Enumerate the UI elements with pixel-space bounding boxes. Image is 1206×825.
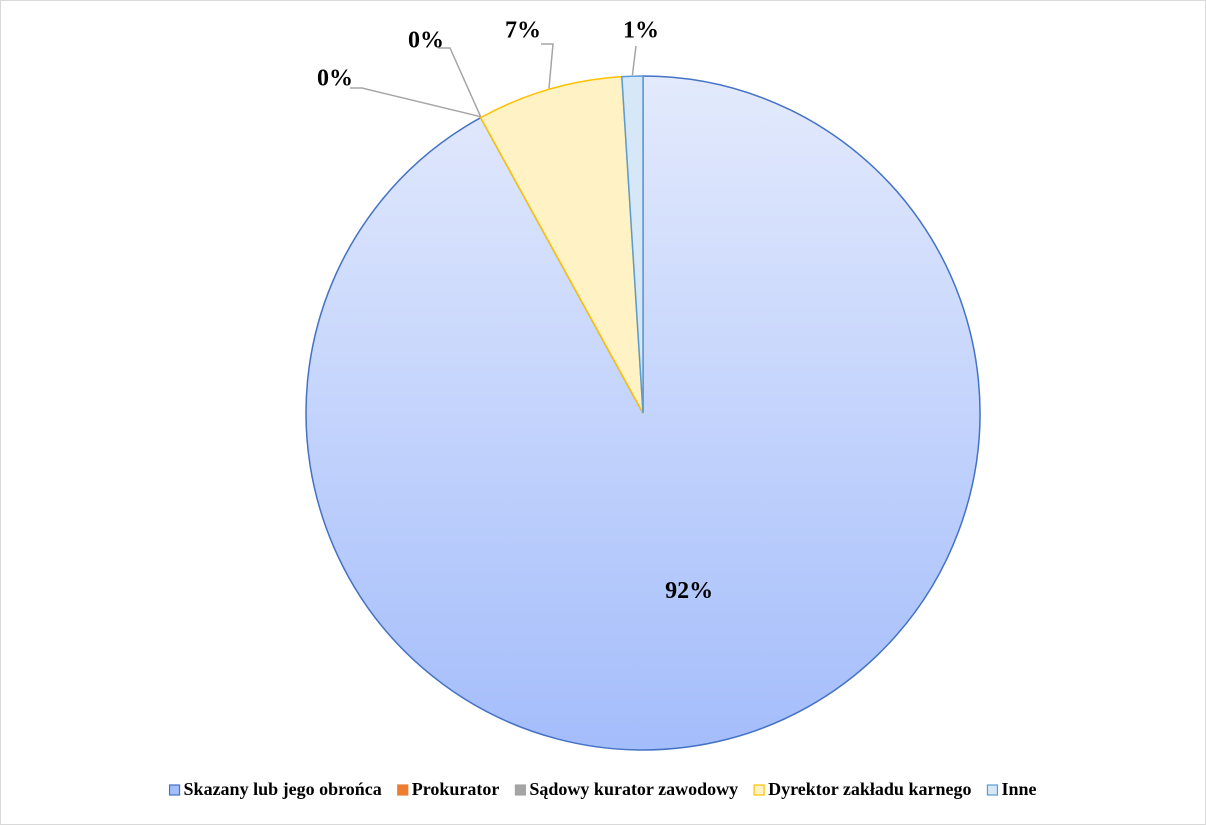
legend-label: Skazany lub jego obrońca — [184, 779, 382, 799]
data-label: 7% — [505, 18, 541, 44]
legend-swatch — [986, 784, 999, 796]
pie-slice — [621, 75, 644, 414]
legend-label: Inne — [1001, 779, 1036, 799]
leader-line — [631, 45, 637, 76]
leader-line — [438, 47, 482, 117]
leader-line — [350, 87, 481, 118]
legend-label: Sądowy kurator zawodowy — [529, 779, 738, 799]
data-label: 0% — [408, 28, 444, 54]
legend-swatch — [168, 784, 181, 796]
data-label: 92% — [665, 578, 713, 604]
legend-label: Dyrektor zakładu karnego — [768, 779, 971, 799]
legend-swatch — [397, 784, 409, 796]
legend-swatch — [753, 784, 765, 796]
data-label: 1% — [623, 18, 659, 44]
leader-line — [541, 43, 554, 89]
data-label: 0% — [317, 66, 353, 92]
legend-swatch — [514, 784, 527, 796]
legend-label: Prokurator — [412, 779, 500, 799]
pie-slice — [479, 75, 644, 414]
